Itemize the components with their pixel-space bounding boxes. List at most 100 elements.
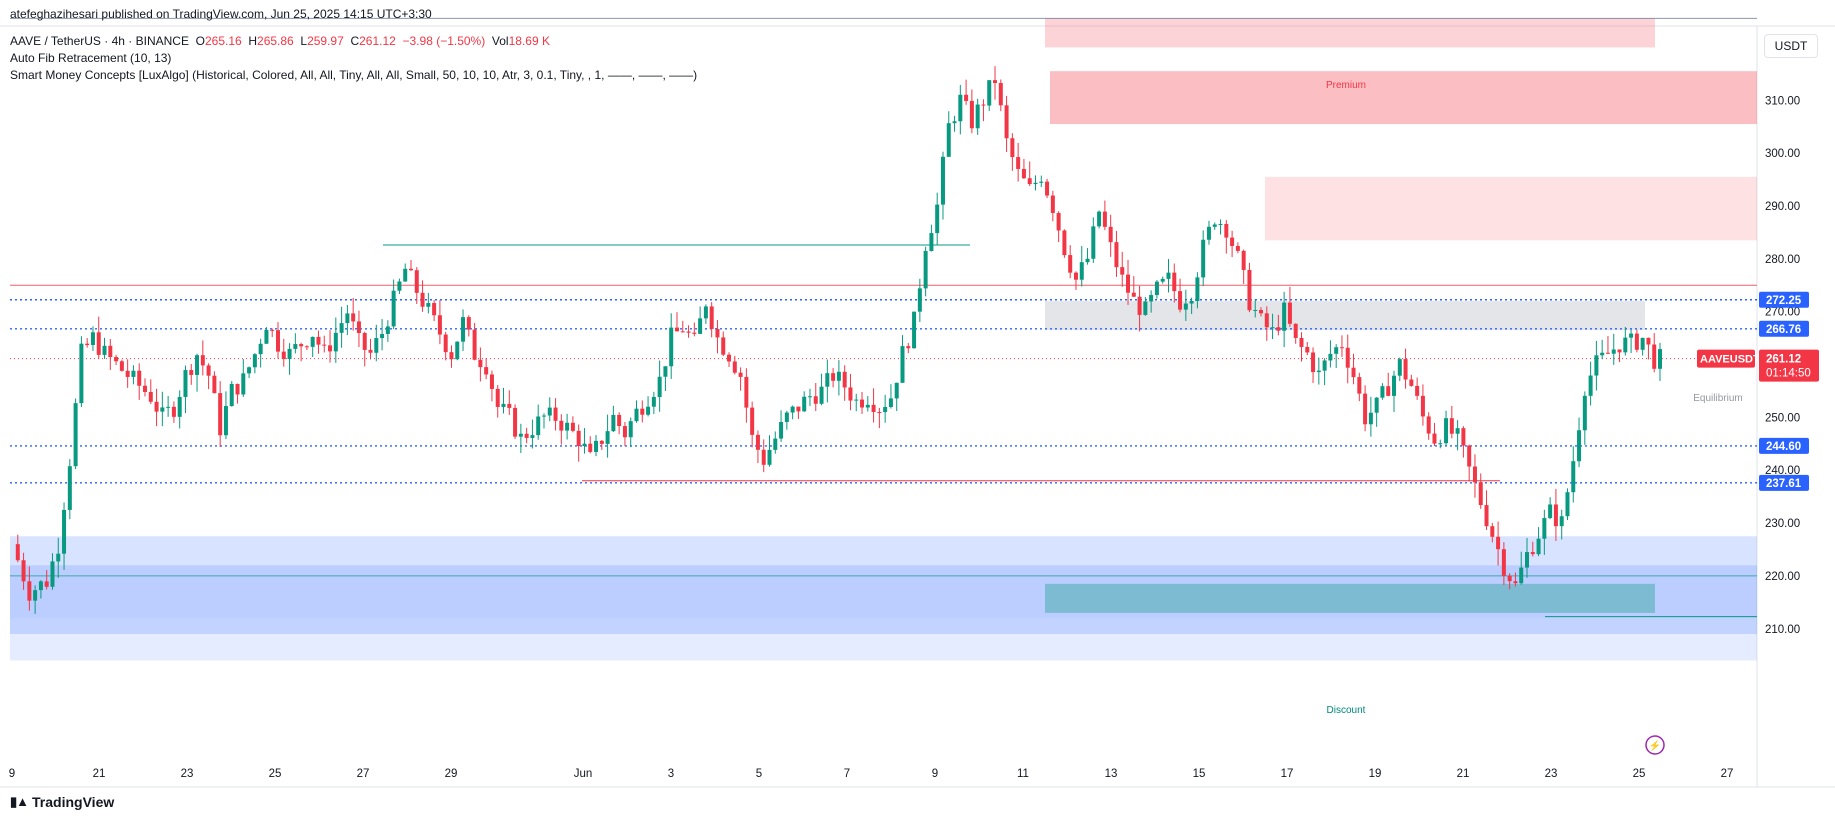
candle-body <box>802 396 807 412</box>
candle <box>530 419 535 449</box>
candle <box>761 439 766 473</box>
bar-countdown: 01:14:50 <box>1766 368 1811 380</box>
candle <box>114 354 119 366</box>
candle <box>1010 133 1015 171</box>
currency-button[interactable]: USDT <box>1764 34 1818 58</box>
candle-body <box>1582 395 1587 431</box>
time-axis: 9 21 23 25 27 29 Jun 3 5 7 9 11 13 15 17 19 21 23 25 27 <box>9 768 1734 780</box>
candle-body <box>1276 327 1281 331</box>
candle <box>1270 313 1275 340</box>
candle-body <box>1010 138 1015 158</box>
candle <box>432 300 437 322</box>
candle <box>1131 276 1136 297</box>
candle <box>241 359 246 397</box>
candle <box>437 300 442 345</box>
candle-body <box>171 406 176 417</box>
price-tick: 300.00 <box>1765 148 1800 160</box>
candle <box>472 323 477 361</box>
candle-body <box>1091 226 1096 259</box>
candle-body <box>339 323 344 333</box>
candle <box>223 391 228 440</box>
candle <box>651 391 656 415</box>
discount-zone <box>10 618 1757 661</box>
candle-body <box>90 332 95 346</box>
candle-body <box>131 370 136 377</box>
candle-body <box>1513 581 1518 584</box>
candle <box>813 382 818 412</box>
candle-body <box>669 327 674 367</box>
candle-body <box>1409 379 1414 386</box>
candle <box>518 423 523 453</box>
candle-body <box>1530 552 1535 555</box>
candle-body <box>998 83 1003 106</box>
candle <box>1438 439 1443 449</box>
candle-body <box>270 329 275 331</box>
candle-body <box>183 370 188 397</box>
candle-body <box>408 268 413 271</box>
candle <box>1160 276 1165 284</box>
candle-body <box>177 396 182 417</box>
order-block-bull <box>1045 583 1655 613</box>
candle-body <box>443 334 448 353</box>
candle-body <box>715 328 720 338</box>
candle-body <box>1270 327 1275 329</box>
candle <box>1553 488 1558 541</box>
candle-body <box>674 327 679 332</box>
price-axis: 210.00220.00230.00240.00250.00260.00270.… <box>1765 0 1800 636</box>
candle <box>385 320 390 342</box>
time-tick: 3 <box>668 768 674 780</box>
candle-body <box>212 375 217 394</box>
candle <box>674 312 679 332</box>
candle-body <box>1392 375 1397 396</box>
price-badge <box>1759 474 1809 491</box>
candle-body <box>316 336 321 345</box>
candle <box>1264 306 1269 341</box>
candle-body <box>761 449 766 465</box>
candle-body <box>1397 359 1402 376</box>
candle-body <box>380 333 385 339</box>
candle-body <box>1316 370 1321 373</box>
candle <box>1276 314 1281 336</box>
last-price-badge <box>1759 349 1819 382</box>
volume-label: Vol <box>491 34 509 48</box>
candle <box>484 358 489 380</box>
candle-body <box>1426 416 1431 434</box>
indicator-fib[interactable]: Auto Fib Retracement (10, 13) <box>10 51 172 65</box>
candle <box>316 330 321 354</box>
candle <box>177 390 182 429</box>
candle-body <box>333 332 338 352</box>
candle-body <box>1287 302 1292 324</box>
candle-body <box>969 100 974 129</box>
candle <box>1415 377 1420 400</box>
symbol-tag-text: AAVEUSDT <box>1700 354 1760 366</box>
indicator-smc[interactable]: Smart Money Concepts [LuxAlgo] (Historic… <box>10 68 698 82</box>
candle <box>912 311 917 349</box>
candle-body <box>946 123 951 157</box>
candle-body <box>651 396 656 407</box>
candle <box>1334 344 1339 369</box>
candle-body <box>1149 295 1154 302</box>
candle <box>732 355 737 375</box>
candle-body <box>1241 250 1246 270</box>
candle-body <box>27 581 32 601</box>
candle-body <box>646 406 651 415</box>
candle-body <box>1247 269 1252 311</box>
candle-body <box>1571 461 1576 493</box>
candle-body <box>1172 272 1177 292</box>
candle <box>1351 353 1356 385</box>
brand-name: TradingView <box>32 794 115 810</box>
open-label: O <box>195 34 205 48</box>
candle <box>796 406 801 419</box>
candle <box>391 279 396 330</box>
candle <box>1021 158 1026 179</box>
candle <box>952 115 957 132</box>
candle <box>969 89 974 134</box>
time-tick: 19 <box>1369 768 1382 780</box>
candle-body <box>1415 385 1420 396</box>
symbol-title[interactable]: AAVE / TetherUS · 4h · BINANCE <box>10 34 189 48</box>
candle-body <box>1345 347 1350 368</box>
price-tick: 290.00 <box>1765 201 1800 213</box>
candle <box>1328 340 1333 368</box>
candle <box>1206 220 1211 245</box>
